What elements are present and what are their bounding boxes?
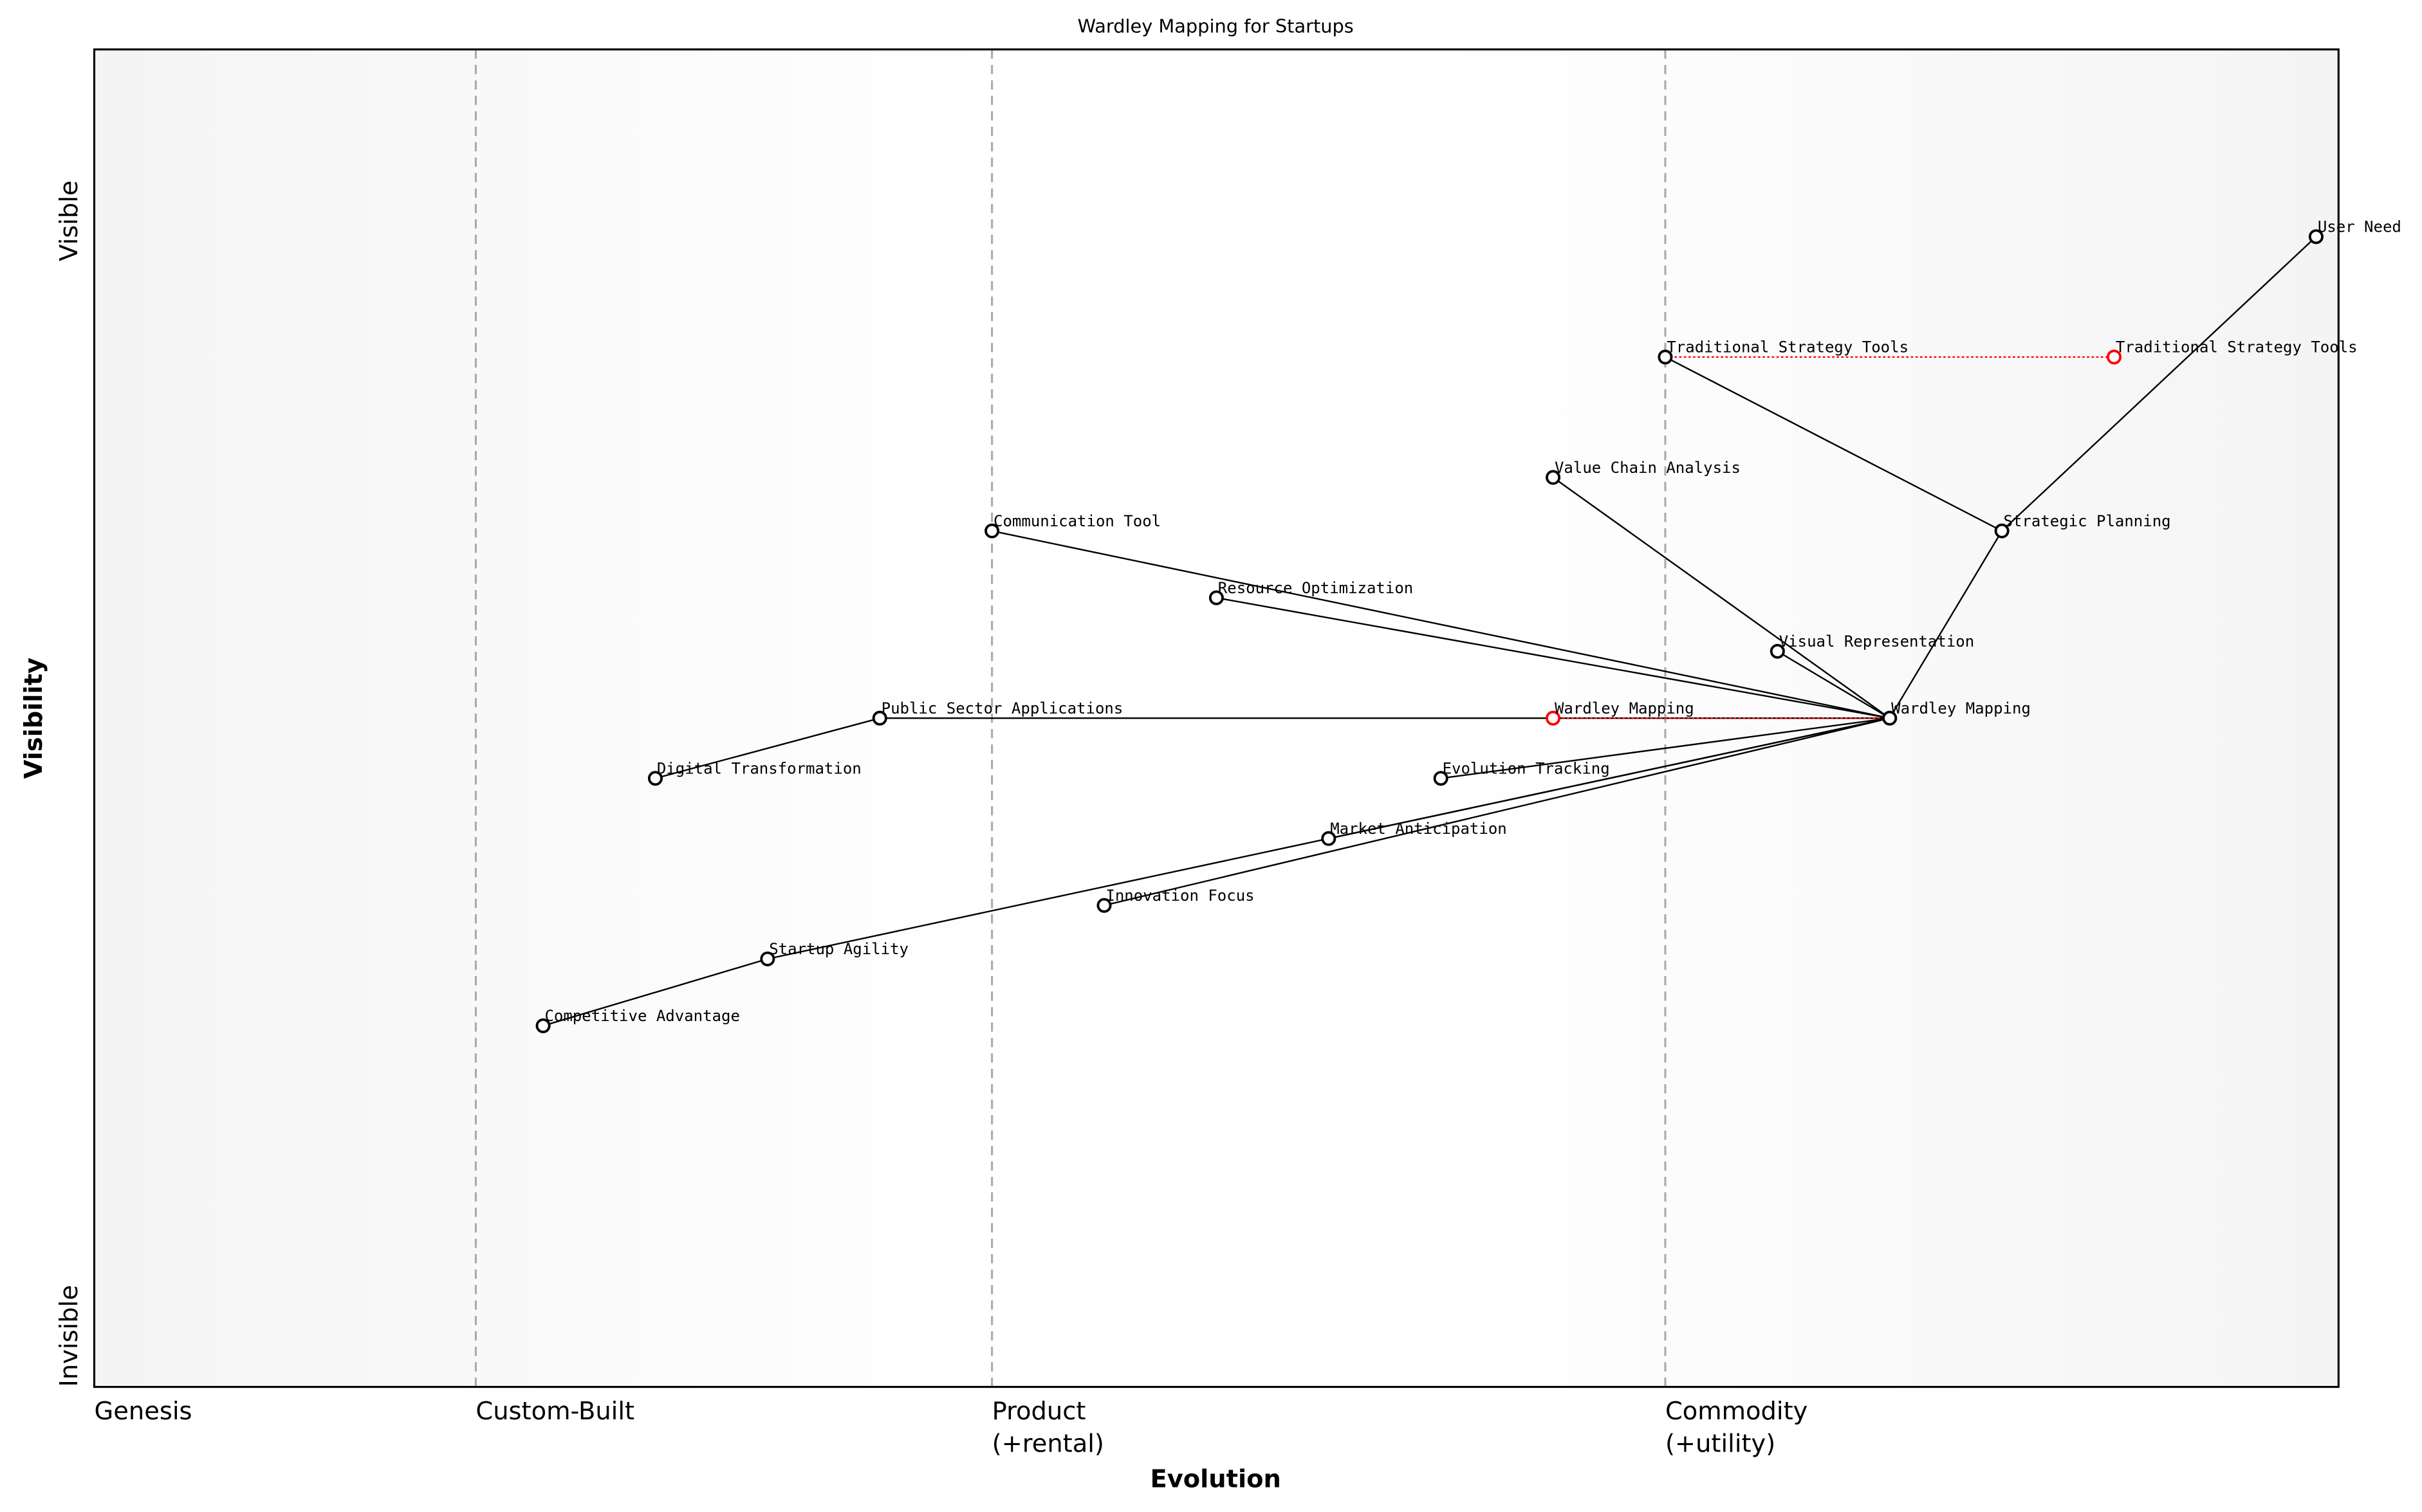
component-marker xyxy=(1433,771,1448,786)
y-axis-label: Visibility xyxy=(19,658,48,779)
dependency-link xyxy=(1665,356,2002,532)
component-label: Visual Representation xyxy=(1779,632,1974,650)
component-ca: Competitive Advantage xyxy=(535,1007,740,1033)
component-marker xyxy=(985,523,1000,539)
component-tst-evolved: Traditional Strategy Tools xyxy=(2106,338,2358,365)
component-marker xyxy=(760,951,775,966)
component-marker xyxy=(1546,470,1561,485)
component-wm-evolved: Wardley Mapping xyxy=(1546,699,1694,726)
component-marker xyxy=(2308,229,2324,244)
component-marker xyxy=(535,1018,551,1033)
component-label: Wardley Mapping xyxy=(1555,699,1694,717)
component-marker xyxy=(1770,643,1785,659)
dependency-link xyxy=(2001,235,2317,532)
stage-label: (+rental) xyxy=(992,1429,1104,1458)
dependency-link xyxy=(542,958,768,1027)
component-tst: Traditional Strategy Tools xyxy=(1658,338,1909,365)
component-dt: Digital Transformation xyxy=(647,760,862,786)
dependency-link xyxy=(1889,530,2003,719)
component-ro: Resource Optimization xyxy=(1208,579,1413,605)
dependency-link xyxy=(1552,477,1890,719)
component-ma: Market Anticipation xyxy=(1321,820,1507,846)
dependency-link xyxy=(992,530,1890,719)
y-axis-top-label: Visible xyxy=(55,181,84,261)
component-label: Traditional Strategy Tools xyxy=(1667,338,1909,356)
x-axis-label: Evolution xyxy=(1151,1465,1281,1494)
component-marker xyxy=(1882,710,1898,726)
component-sa: Startup Agility xyxy=(760,940,909,966)
component-vr: Visual Representation xyxy=(1770,632,1974,659)
stage-label: Commodity xyxy=(1665,1397,1807,1426)
chart-title: Wardley Mapping for Startups xyxy=(1078,15,1354,37)
component-vca: Value Chain Analysis xyxy=(1546,459,1741,485)
stage-label: Genesis xyxy=(95,1397,192,1426)
component-label: Innovation Focus xyxy=(1105,887,1254,905)
component-marker xyxy=(872,710,887,726)
component-label: Digital Transformation xyxy=(657,760,862,778)
component-label: Startup Agility xyxy=(769,940,909,958)
component-et: Evolution Tracking xyxy=(1433,760,1610,786)
stage-label: (+utility) xyxy=(1665,1429,1775,1458)
component-label: Value Chain Analysis xyxy=(1555,459,1741,477)
component-user-need: User Need xyxy=(2308,218,2401,244)
dependency-link xyxy=(1104,717,1890,907)
component-label: User Need xyxy=(2318,218,2401,236)
component-marker xyxy=(1321,831,1336,846)
plot-frame xyxy=(93,48,2340,1388)
component-wm: Wardley Mapping xyxy=(1882,699,2031,726)
component-label: Strategic Planning xyxy=(2004,512,2171,530)
component-marker xyxy=(1546,710,1561,726)
component-marker xyxy=(1208,590,1224,605)
component-label: Evolution Tracking xyxy=(1443,760,1610,778)
component-if: Innovation Focus xyxy=(1096,887,1255,913)
dependency-link xyxy=(1777,650,1890,719)
dependency-link xyxy=(655,717,880,779)
component-marker xyxy=(1658,349,1673,365)
component-label: Resource Optimization xyxy=(1218,579,1413,597)
stage-label: Product xyxy=(992,1397,1086,1426)
component-label: Competitive Advantage xyxy=(544,1007,739,1025)
component-label: Public Sector Applications xyxy=(882,699,1123,717)
component-label: Market Anticipation xyxy=(1330,820,1507,838)
component-label: Communication Tool xyxy=(994,512,1161,530)
component-marker xyxy=(1096,898,1112,913)
y-axis-bottom-label: Invisible xyxy=(55,1285,84,1387)
component-marker xyxy=(647,771,663,786)
component-sp: Strategic Planning xyxy=(1994,512,2171,539)
component-comm: Communication Tool xyxy=(985,512,1161,539)
component-psa: Public Sector Applications xyxy=(872,699,1123,726)
component-label: Wardley Mapping xyxy=(1891,699,2031,717)
dependency-link xyxy=(1441,717,1890,779)
component-marker xyxy=(2106,349,2122,365)
stage-label: Custom-Built xyxy=(476,1397,634,1426)
component-label: Traditional Strategy Tools xyxy=(2116,338,2358,356)
component-marker xyxy=(1994,523,2010,539)
dependency-link xyxy=(1216,596,1890,719)
